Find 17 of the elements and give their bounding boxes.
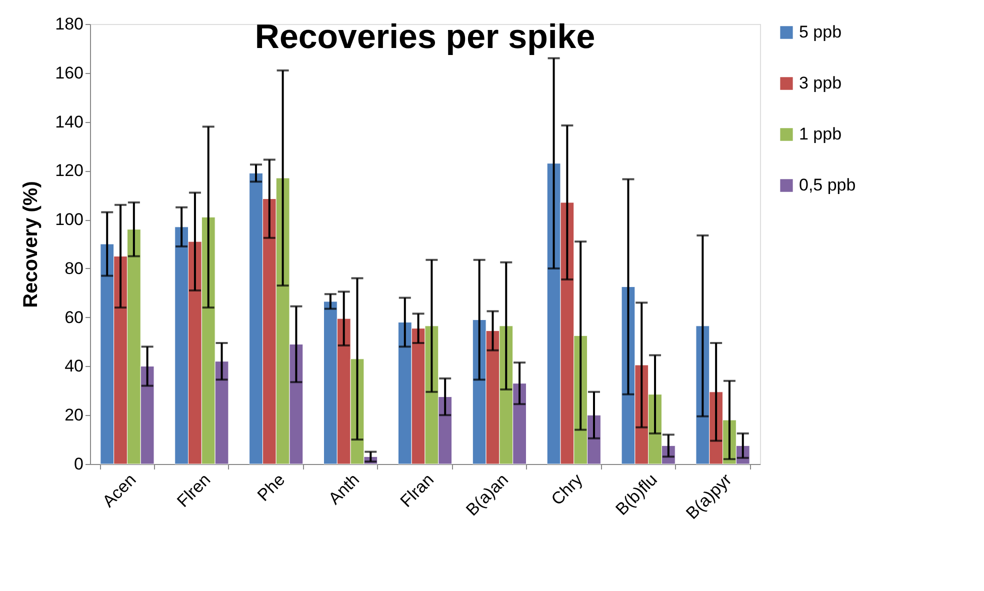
y-tick-label: 180	[55, 14, 84, 34]
y-tick-label: 140	[55, 112, 84, 132]
y-tick-label: 0	[74, 454, 84, 474]
legend-label: 1 ppb	[799, 124, 842, 144]
y-tick-label: 100	[55, 210, 84, 230]
chart-title: Recoveries per spike	[254, 18, 596, 56]
legend-label: 0,5 ppb	[799, 176, 856, 194]
y-tick-label: 20	[64, 406, 84, 425]
legend-label: 5 ppb	[799, 22, 842, 42]
legend-label: 3 ppb	[799, 74, 842, 92]
x-tick-label: Phe	[254, 470, 289, 505]
y-tick-label: 120	[55, 161, 84, 180]
y-tick-label: 40	[64, 356, 84, 376]
y-axis-title: Recovery (%)	[20, 181, 42, 308]
y-tick-label: 60	[64, 308, 84, 327]
y-tick-label: 80	[64, 258, 84, 278]
y-tick-label: 160	[55, 63, 84, 82]
